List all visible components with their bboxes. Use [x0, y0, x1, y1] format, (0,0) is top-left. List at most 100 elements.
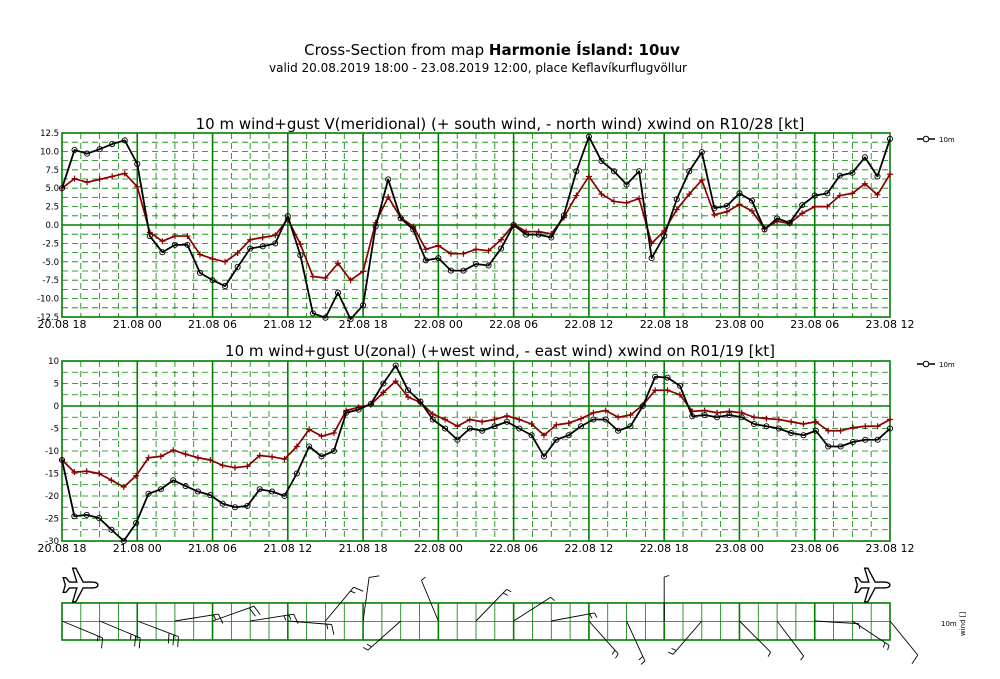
data-point-10m	[343, 409, 350, 416]
data-point-gust	[836, 192, 843, 199]
data-point-10m	[133, 519, 140, 527]
wind-barbs	[61, 575, 919, 665]
wind-barb	[889, 620, 919, 664]
data-point-10m	[701, 411, 708, 419]
data-point-10m	[862, 436, 869, 443]
data-point-gust	[405, 394, 412, 400]
data-point-10m	[615, 427, 622, 434]
data-point-10m	[355, 406, 362, 413]
data-point-10m	[272, 240, 279, 247]
data-point-10m	[380, 380, 387, 387]
data-point-10m	[309, 310, 316, 317]
data-point-10m	[510, 221, 517, 229]
y-tick-label: 5	[54, 380, 59, 390]
x-tick-label: 22.08 06	[489, 542, 538, 555]
data-point-gust	[788, 418, 795, 425]
data-point-gust	[698, 177, 705, 184]
data-point-10m	[786, 219, 793, 226]
data-point-10m	[83, 511, 90, 518]
y-tick-label: 2.5	[45, 203, 59, 213]
y-tick-label: -15	[45, 470, 59, 480]
data-point-10m	[219, 500, 226, 507]
data-point-gust	[247, 236, 254, 243]
data-point-10m	[736, 190, 743, 197]
data-point-gust	[133, 472, 140, 479]
data-point-10m	[686, 168, 693, 175]
y-tick-label: -10	[45, 447, 59, 457]
data-point-10m	[392, 362, 399, 369]
data-point-gust	[676, 391, 683, 398]
data-point-gust	[322, 274, 329, 281]
x-tick-label: 20.08 18	[38, 542, 87, 555]
data-point-10m	[560, 212, 567, 219]
x-tick-label: 23.08 00	[715, 542, 764, 555]
chart-grid	[61, 360, 891, 542]
data-point-gust	[194, 454, 201, 461]
data-point-10m	[372, 223, 379, 230]
data-point-gust	[479, 418, 486, 425]
data-point-10m	[723, 202, 730, 209]
data-point-gust	[862, 423, 869, 430]
legend-marker	[922, 135, 930, 143]
data-point-gust	[800, 421, 807, 427]
wind-barb	[513, 596, 555, 622]
data-point-10m	[385, 176, 392, 183]
data-point-10m	[244, 502, 251, 509]
data-point-gust	[244, 463, 251, 470]
data-point-10m	[284, 213, 291, 220]
data-point-gust	[422, 246, 429, 253]
data-point-10m	[775, 425, 782, 432]
data-point-10m	[528, 432, 535, 439]
data-point-10m	[800, 432, 807, 439]
data-point-10m	[799, 202, 806, 209]
data-point-10m	[573, 168, 580, 175]
data-point-10m	[146, 232, 153, 240]
wind-barb	[421, 576, 439, 622]
data-point-gust	[611, 198, 617, 205]
x-tick-label: 22.08 06	[489, 318, 538, 331]
data-point-gust	[84, 179, 91, 186]
data-point-10m	[466, 425, 473, 432]
wind-barb	[551, 612, 598, 622]
data-point-10m	[108, 526, 115, 533]
data-point-gust	[170, 447, 177, 454]
data-point-10m	[334, 289, 342, 296]
data-point-10m	[96, 515, 103, 522]
data-point-10m	[849, 438, 856, 446]
data-point-gust	[723, 208, 730, 215]
data-point-10m	[171, 241, 178, 248]
data-point-10m	[454, 436, 461, 443]
wind-barb	[626, 620, 646, 665]
x-tick-label: 23.08 06	[790, 318, 839, 331]
wind-barb	[250, 613, 299, 624]
data-point-gust	[887, 171, 893, 178]
data-point-gust	[812, 418, 819, 425]
y-tick-label: -12.5	[37, 313, 59, 323]
data-point-gust	[578, 415, 585, 422]
data-point-gust	[442, 416, 449, 423]
y-axis-ticks: 10 5 0 -5 -10 -15 -20 -25 -30	[45, 357, 59, 547]
data-point-10m	[71, 513, 78, 520]
series-layer	[58, 133, 894, 323]
data-point-gust	[726, 408, 733, 415]
data-point-10m	[194, 488, 201, 495]
data-point-10m	[738, 414, 745, 421]
data-point-gust	[209, 255, 216, 262]
legend-label: 10m	[939, 136, 955, 144]
data-point-10m	[689, 413, 696, 420]
x-tick-label: 21.08 00	[113, 542, 162, 555]
data-point-gust	[553, 421, 560, 428]
data-point-gust	[429, 411, 436, 418]
data-point-10m	[367, 400, 375, 407]
data-point-10m	[134, 160, 141, 167]
y-tick-label: 12.5	[40, 129, 59, 139]
data-point-10m	[774, 215, 781, 222]
data-point-gust	[96, 470, 103, 477]
data-point-10m	[824, 190, 831, 197]
data-point-10m	[676, 382, 683, 389]
y-tick-label: -20	[45, 492, 59, 502]
data-point-10m	[318, 453, 325, 460]
data-point-10m	[472, 260, 480, 268]
data-point-gust	[491, 416, 498, 423]
